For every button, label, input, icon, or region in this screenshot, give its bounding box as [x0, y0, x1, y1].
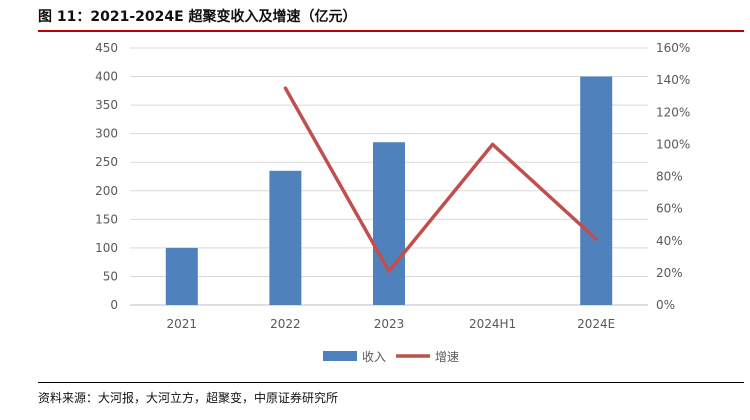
- x-tick-label: 2023: [374, 317, 405, 331]
- chart-header: 图 11：2021-2024E 超聚变收入及增速（亿元）: [38, 6, 744, 32]
- source-note: 资料来源：大河报，大河立方，超聚变，中原证券研究所: [38, 391, 339, 405]
- title-underline: [38, 30, 744, 32]
- y-left-tick-label: 0: [110, 298, 118, 312]
- y-left-tick-label: 100: [95, 241, 118, 255]
- growth-line: [283, 86, 598, 274]
- revenue-bar: [373, 142, 405, 305]
- y-left-tick-label: 300: [95, 127, 118, 141]
- y-left-tick-label: 450: [95, 41, 118, 55]
- legend-swatch-revenue: [323, 351, 357, 361]
- y-left-tick-label: 150: [95, 212, 118, 226]
- y-right-tick-label: 140%: [656, 73, 690, 87]
- x-tick-label: 2021: [167, 317, 198, 331]
- y-right-tick-label: 40%: [656, 234, 683, 248]
- revenue-bar: [269, 170, 302, 305]
- y-left-tick-label: 350: [95, 98, 118, 112]
- y-left-tick-label: 400: [95, 70, 118, 84]
- y-right-tick-label: 120%: [656, 105, 690, 119]
- revenue-bar: [165, 247, 198, 305]
- y-right-tick-label: 20%: [656, 266, 683, 280]
- x-tick-label: 2024H1: [469, 317, 516, 331]
- legend-label-growth: 增速: [435, 350, 459, 364]
- x-tick-label: 2022: [270, 317, 301, 331]
- y-right-tick-label: 80%: [656, 170, 683, 184]
- footer-divider: [38, 382, 744, 383]
- revenue-bar: [580, 76, 613, 305]
- y-left-tick-label: 250: [95, 155, 118, 169]
- legend-label-revenue: 收入: [362, 350, 386, 364]
- y-right-tick-label: 100%: [656, 137, 690, 151]
- x-tick-label: 2024E: [577, 317, 615, 331]
- y-left-tick-label: 200: [95, 184, 118, 198]
- chart-title: 图 11：2021-2024E 超聚变收入及增速（亿元）: [38, 9, 357, 25]
- y-right-tick-label: 160%: [656, 41, 690, 55]
- y-right-tick-label: 0%: [656, 298, 675, 312]
- y-right-tick-label: 60%: [656, 202, 683, 216]
- y-left-tick-label: 50: [103, 269, 118, 283]
